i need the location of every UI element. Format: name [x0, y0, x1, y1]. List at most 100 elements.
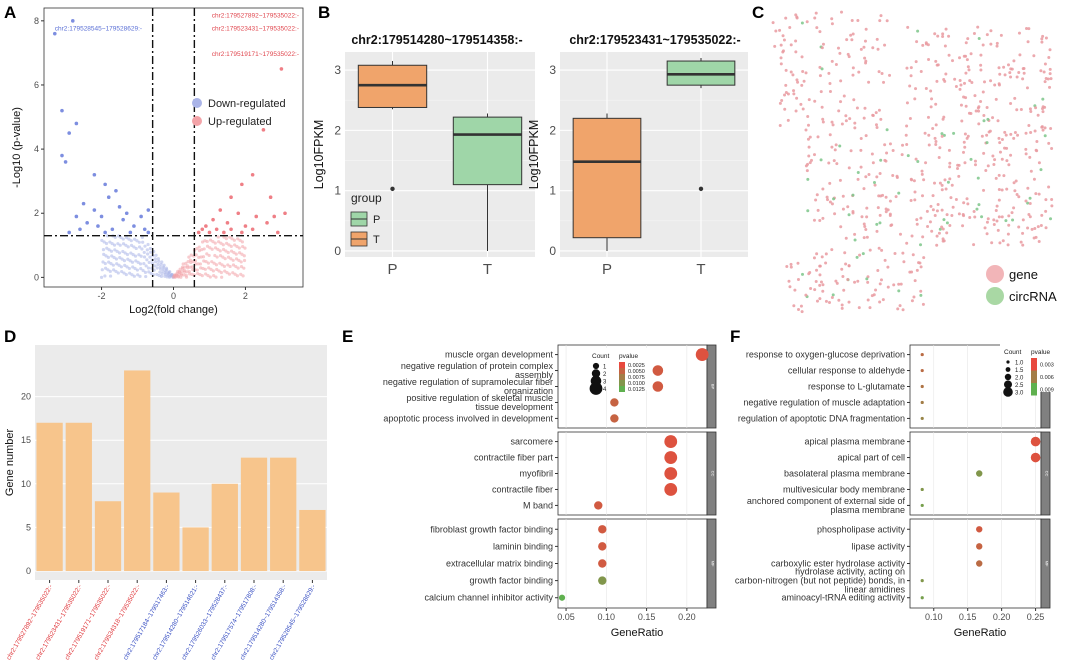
size-legend-dot: [1003, 387, 1013, 397]
gene-node: [842, 288, 846, 292]
gene-node: [1012, 181, 1016, 185]
ns-point: [148, 246, 152, 251]
ns-point: [236, 266, 240, 270]
gene-node: [789, 43, 793, 47]
gene-node: [830, 22, 834, 26]
box-outlier: [390, 186, 395, 192]
gene-node: [995, 44, 999, 48]
ns-point: [221, 243, 225, 247]
gene-node: [796, 278, 800, 282]
ns-point: [207, 253, 211, 258]
box-title: chr2:179514280~179514358:-: [351, 33, 522, 47]
gene-node: [961, 150, 965, 154]
gene-node: [967, 68, 971, 72]
ns-point: [187, 272, 192, 276]
term-label: laminin binding: [493, 541, 553, 551]
box-body: [572, 117, 642, 239]
up-point: [243, 224, 248, 228]
gene-node: [871, 161, 875, 165]
ns-point: [121, 237, 125, 241]
gene-node: [973, 163, 977, 167]
gene-node: [799, 304, 803, 308]
ns-point: [115, 262, 119, 266]
circrna-node: [975, 207, 979, 211]
gene-node: [781, 34, 785, 38]
ns-point: [223, 269, 227, 273]
ns-point: [115, 249, 119, 253]
gene-node: [796, 261, 800, 265]
term-dot: [598, 525, 607, 534]
ns-point: [238, 238, 242, 242]
gene-node: [881, 298, 885, 302]
circrna-node: [847, 213, 851, 217]
gene-node: [954, 197, 958, 201]
gene-node: [1021, 67, 1025, 71]
gene-node: [876, 206, 880, 210]
gene-node: [951, 59, 955, 63]
gene-node: [818, 74, 822, 78]
gene-node: [840, 303, 844, 307]
ns-point: [146, 252, 150, 256]
gene-node: [835, 281, 839, 285]
ns-point: [214, 263, 219, 267]
x-tick-label: 0.05: [557, 612, 575, 622]
facet-panel: [909, 518, 1042, 609]
gene-node: [1041, 105, 1045, 109]
ns-point: [129, 239, 133, 243]
ns-point: [220, 263, 224, 267]
gene-node: [948, 223, 952, 227]
gene-node: [1006, 63, 1010, 67]
ns-point: [100, 268, 104, 272]
gene-node: [935, 234, 939, 238]
gene-node: [837, 298, 841, 302]
ns-point: [210, 247, 214, 251]
x-tick-label: 0.15: [959, 612, 977, 622]
circrna-node: [916, 159, 920, 163]
x-tick-label: 2: [243, 291, 248, 301]
gene-node: [820, 105, 824, 109]
ns-point: [181, 266, 185, 271]
circrna-node: [938, 227, 942, 231]
gene-node: [933, 32, 937, 36]
up-point: [268, 195, 273, 200]
gene-node: [855, 106, 859, 110]
gene-node: [923, 131, 927, 135]
gene-node: [998, 150, 1002, 154]
gene-node: [912, 179, 916, 183]
gene-node: [830, 296, 834, 300]
term-label: linear amidines: [844, 585, 905, 595]
ns-point: [236, 237, 240, 241]
gene-node: [993, 158, 997, 162]
gene-node: [1017, 31, 1021, 35]
gene-node: [877, 108, 881, 112]
circrna-node: [982, 119, 986, 123]
gene-node: [815, 193, 819, 197]
gene-node: [870, 152, 874, 156]
x-tick-label: 0.25: [1027, 612, 1045, 622]
ns-point: [206, 273, 210, 278]
gene-node: [864, 175, 868, 179]
facet-panel: [909, 431, 1042, 516]
ns-point: [233, 272, 237, 276]
gene-node: [807, 154, 811, 158]
gene-node: [1012, 136, 1016, 140]
gene-node: [1019, 107, 1023, 111]
ns-point: [213, 246, 218, 250]
ns-point: [155, 272, 159, 277]
x-tick-label: 0.20: [678, 612, 696, 622]
gene-node: [937, 156, 941, 160]
circrna-node: [942, 133, 946, 137]
circrna-node: [919, 243, 923, 247]
gene-node: [864, 27, 868, 31]
term-dot: [1030, 436, 1041, 447]
size-legend-dot: [1004, 380, 1012, 389]
facet-strip: [706, 431, 717, 516]
y-tick-label: 2: [549, 123, 556, 137]
ns-point: [99, 275, 104, 279]
gene-node: [791, 73, 795, 77]
ns-point: [130, 273, 134, 277]
gene-node: [841, 194, 845, 198]
gene-node: [919, 216, 923, 220]
gene-node: [816, 208, 820, 212]
